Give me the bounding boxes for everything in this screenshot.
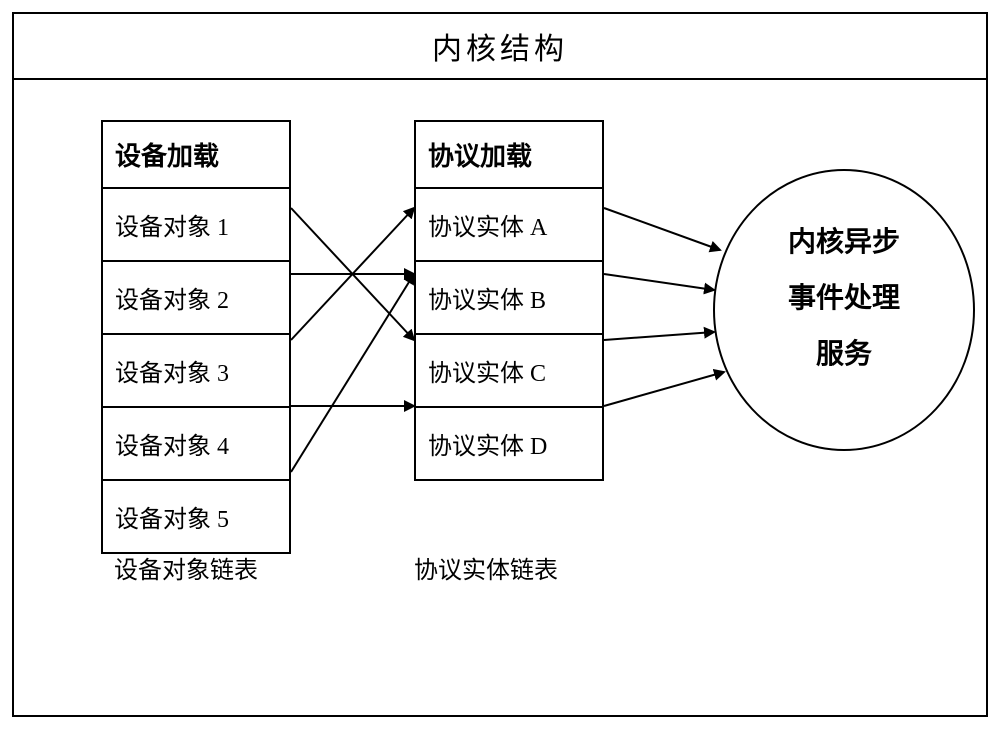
arrow: [291, 208, 414, 340]
protocol-list-item: 协议实体 C: [416, 335, 602, 408]
device-list-box: 设备加载 设备对象 1 设备对象 2 设备对象 3 设备对象 4 设备对象 5: [101, 120, 291, 554]
protocol-list-box: 协议加载 协议实体 A 协议实体 B 协议实体 C 协议实体 D: [414, 120, 604, 481]
device-list-item: 设备对象 5: [103, 481, 289, 552]
device-list-item: 设备对象 3: [103, 335, 289, 408]
ellipse-label-line: 服务: [754, 327, 934, 383]
diagram-title: 内核结构: [14, 14, 986, 80]
protocol-list-caption: 协议实体链表: [414, 550, 558, 585]
diagram-outer-frame: 内核结构 设备加载 设备对象 1 设备对象 2 设备对象 3 设备对象 4 设备…: [12, 12, 988, 717]
device-list-item: 设备对象 2: [103, 262, 289, 335]
diagram-content: 设备加载 设备对象 1 设备对象 2 设备对象 3 设备对象 4 设备对象 5 …: [14, 80, 986, 715]
protocol-list-item: 协议实体 A: [416, 189, 602, 262]
ellipse-label: 内核异步 事件处理 服务: [754, 215, 934, 383]
protocol-list-item: 协议实体 D: [416, 408, 602, 479]
device-list-caption: 设备对象链表: [114, 550, 258, 585]
device-list-header: 设备加载: [103, 122, 289, 189]
device-list-item: 设备对象 1: [103, 189, 289, 262]
ellipse-label-line: 内核异步: [754, 215, 934, 271]
protocol-list-item: 协议实体 B: [416, 262, 602, 335]
protocol-list-header: 协议加载: [416, 122, 602, 189]
arrow: [291, 274, 414, 472]
arrow: [291, 208, 414, 340]
arrow: [604, 274, 714, 290]
device-list-item: 设备对象 4: [103, 408, 289, 481]
arrow: [604, 208, 720, 250]
arrow: [604, 372, 724, 406]
ellipse-label-line: 事件处理: [754, 271, 934, 327]
arrow: [604, 332, 714, 340]
